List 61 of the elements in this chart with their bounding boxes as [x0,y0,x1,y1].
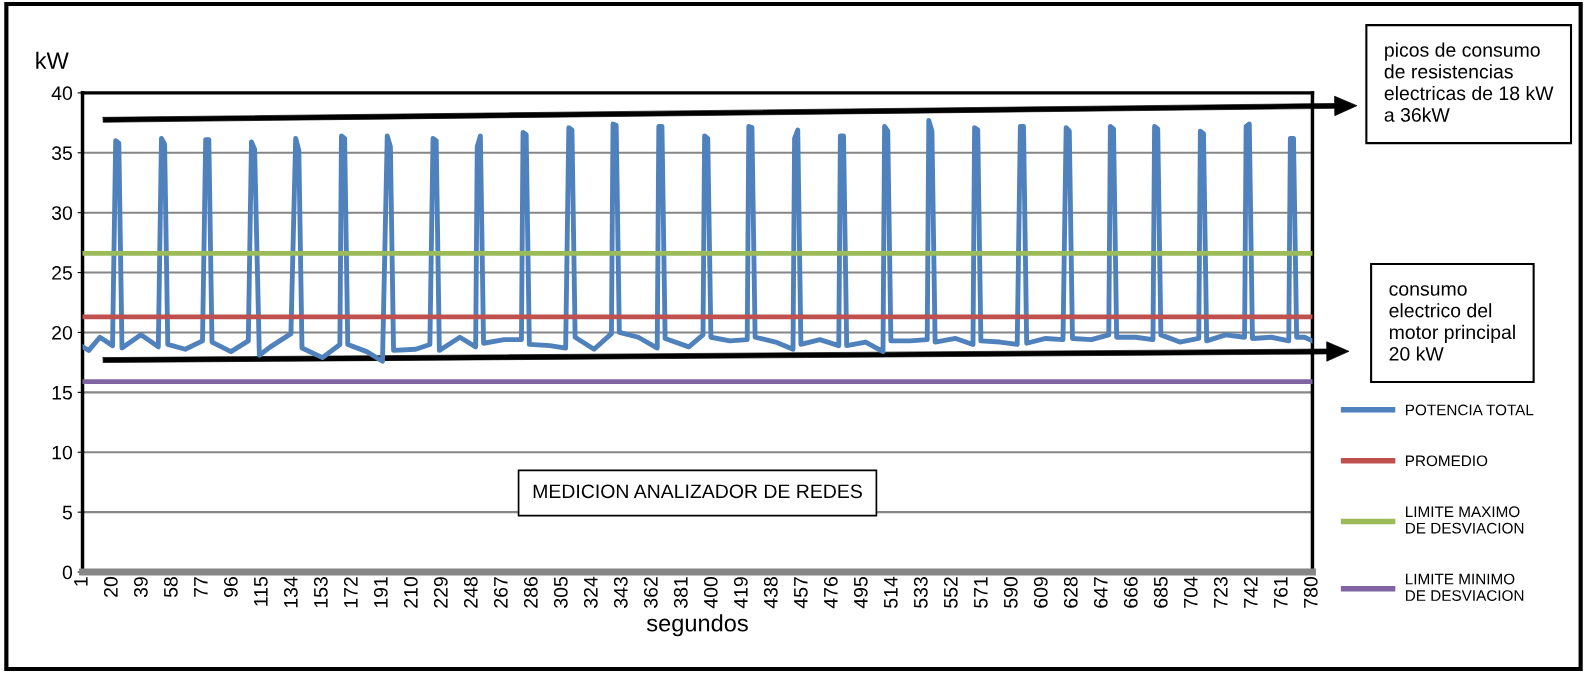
x-tick-label: 286 [523,577,538,608]
x-tick-label: 115 [254,577,268,606]
x-tick-label: 1 [74,577,88,586]
x-tick-label: 742 [1243,577,1258,608]
annotation: MEDICION ANALIZADOR DE REDES [533,484,862,499]
y-tick-label: 5 [62,505,72,520]
x-tick-label: 552 [943,577,958,608]
y-tick-label: 0 [62,565,73,580]
y-axis-title: kW [36,51,69,69]
x-tick-label: 58 [163,577,178,598]
x-tick-label: 381 [673,577,688,608]
x-tick-label: 628 [1063,577,1078,608]
x-tick-label: 704 [1183,576,1198,608]
text: consumo electrico del motor principal 20 kW [1389,285,1515,361]
x-tick-label: 476 [823,577,838,609]
legend-label: LIMITE MINIMO DE DESVIACION [1406,573,1524,601]
x-tick-label: 533 [913,577,928,608]
x-tick-label: 666 [1123,577,1138,608]
x-tick-label: 647 [1093,577,1108,608]
x-tick-label: 723 [1213,577,1228,608]
x-tick-label: 780 [1303,576,1318,608]
x-tick-label: 172 [343,577,358,608]
x-tick-label: 191 [373,577,388,608]
x-tick-label: 362 [643,577,658,608]
x-tick-label: 96 [223,577,238,597]
x-tick-label: 571 [974,577,988,608]
y-tick-label: 10 [52,445,73,460]
x-tick-label: 267 [493,577,508,608]
x-axis-title: segundos [646,614,748,637]
x-tick-label: 210 [403,576,418,608]
x-tick-label: 305 [553,577,568,608]
x-tick-label: 324 [583,576,598,608]
text: picos de consumo de resistencias electricas de 18 kW a 36kW [1384,42,1554,122]
x-tick-label: 685 [1153,577,1168,608]
x-tick-label: 419 [733,577,748,609]
x-tick-label: 590 [1003,576,1018,608]
x-tick-label: 134 [283,576,298,608]
x-tick-label: 761 [1273,577,1288,608]
x-tick-label: 343 [613,577,628,608]
x-tick-label: 457 [794,577,808,609]
legend-label: LIMITE MAXIMO DE DESVIACION [1406,506,1524,534]
x-tick-label: 438 [763,577,778,609]
y-tick-label: 30 [51,206,73,220]
legend-label: PROMEDIO [1406,455,1488,467]
x-tick-label: 495 [853,577,868,609]
x-tick-label: 39 [133,577,148,598]
y-tick-label: 20 [52,325,73,340]
x-tick-label: 229 [433,577,448,608]
x-tick-label: 609 [1033,577,1048,608]
y-tick-label: 35 [51,146,72,161]
x-tick-label: 77 [194,577,208,597]
x-tick-label: 248 [463,577,478,608]
x-tick-label: 400 [703,576,718,609]
y-tick-label: 40 [51,86,73,101]
y-tick-label: 15 [52,386,72,400]
line-series [82,118,1313,364]
legend-label: POTENCIA TOTAL [1406,404,1534,416]
x-tick-label: 20 [103,576,118,597]
y-tick-label: 25 [52,266,72,280]
x-tick-label: 153 [313,577,328,608]
x-tick-label: 514 [884,576,898,608]
